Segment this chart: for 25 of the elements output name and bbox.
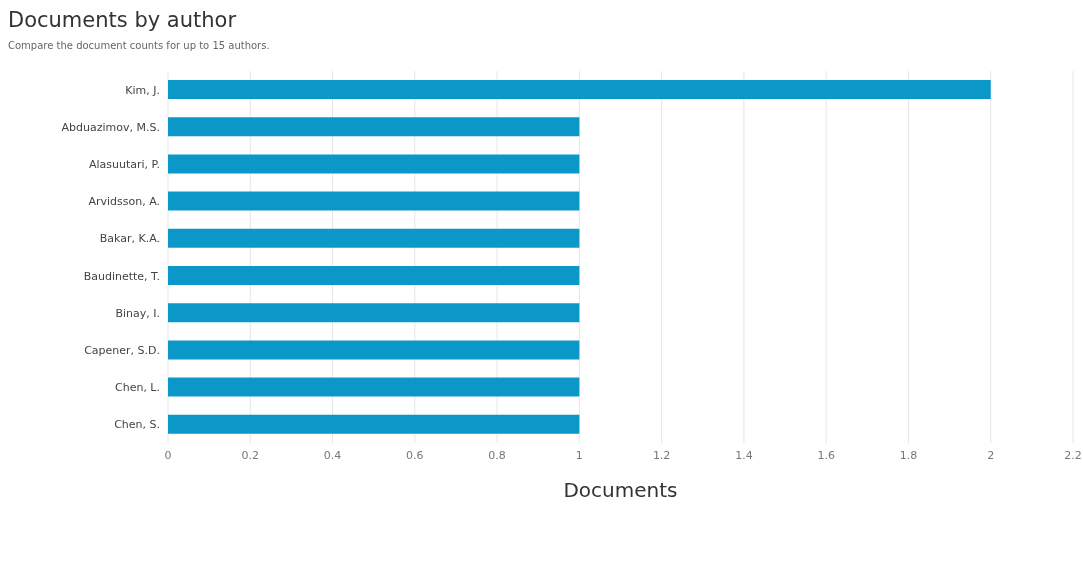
x-tick-label: 0.8 xyxy=(488,448,506,462)
x-tick-label: 1.2 xyxy=(652,448,671,462)
y-tick-label: Kim, J. xyxy=(125,83,160,97)
x-tick-label: 1 xyxy=(575,448,583,462)
x-axis-title: Documents xyxy=(563,478,678,502)
chart-title: Documents by author xyxy=(8,8,238,32)
y-tick-label: Arvidsson, A. xyxy=(88,195,160,209)
x-tick-label: 1.8 xyxy=(899,448,918,462)
x-tick-label: 2 xyxy=(987,448,995,462)
x-tick-label: 1.6 xyxy=(817,448,835,462)
x-tick-label: 2.2 xyxy=(1064,448,1082,462)
y-tick-label: Binay, I. xyxy=(115,306,160,320)
x-tick-label: 0.4 xyxy=(323,448,342,462)
y-tick-label: Baudinette, T. xyxy=(83,269,160,283)
x-tick-label: 0 xyxy=(164,448,172,462)
x-tick-label: 1.4 xyxy=(735,448,753,462)
chart-subtitle: Compare the document counts for up to 15 authors. xyxy=(8,40,271,51)
y-tick-label: Alasuutari, P. xyxy=(88,157,160,171)
x-tick-label: 0.6 xyxy=(406,448,424,462)
y-tick-label: Capener, S.D. xyxy=(84,343,160,357)
x-tick-label: 0.2 xyxy=(241,448,260,462)
y-tick-label: Chen, S. xyxy=(114,418,160,432)
y-tick-label: Chen, L. xyxy=(114,381,160,395)
y-tick-label: Bakar, K.A. xyxy=(99,232,160,246)
y-tick-label: Abduazimov, M.S. xyxy=(61,120,160,134)
